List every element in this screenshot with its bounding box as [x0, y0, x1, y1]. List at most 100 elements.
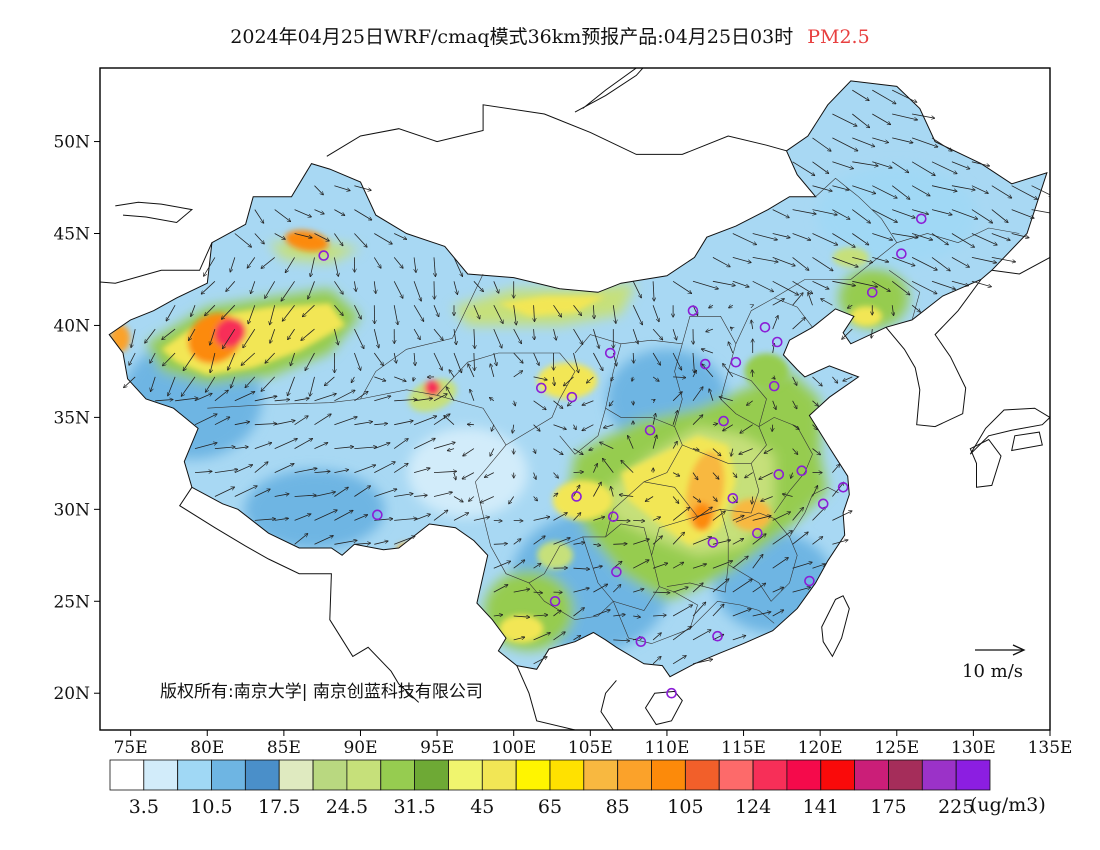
- station-marker: [837, 481, 849, 493]
- wind-arrow: [433, 442, 455, 449]
- wind-arrow: [692, 602, 706, 617]
- wind-arrow: [285, 257, 295, 272]
- wind-arrow: [832, 113, 857, 126]
- wind-arrow: [653, 281, 654, 301]
- wind-arrow: [772, 233, 790, 238]
- wind-arrow: [593, 305, 594, 319]
- wind-arrow: [892, 233, 918, 238]
- wind-arrow: [723, 424, 734, 431]
- wind-arrow: [470, 389, 475, 401]
- wind-arrow: [354, 352, 360, 370]
- wind-arrow: [514, 400, 516, 406]
- wind-arrow: [194, 393, 212, 402]
- legend-swatch: [685, 759, 720, 791]
- wind-arrow: [270, 305, 276, 325]
- wind-arrow: [812, 137, 832, 151]
- legend-swatch: [211, 759, 246, 791]
- wind-arrow: [294, 514, 311, 521]
- wind-arrow: [582, 400, 594, 405]
- wind-arrow: [812, 257, 834, 270]
- wind-arrow: [210, 328, 216, 345]
- wind-arrow: [308, 281, 315, 299]
- wind-arrow: [573, 513, 581, 521]
- wind-arrow: [493, 305, 503, 323]
- wind-arrow: [354, 543, 370, 544]
- legend-label: 141: [803, 796, 839, 818]
- concentration-zone: [424, 379, 441, 396]
- wind-arrow: [433, 352, 442, 370]
- wind-arrow: [414, 495, 427, 496]
- concentration-zone: [499, 614, 544, 643]
- station-marker: [796, 465, 808, 477]
- wind-arrow: [812, 161, 829, 174]
- wind-arrow: [254, 424, 277, 425]
- wind-arrow: [334, 304, 343, 315]
- wind-arrow: [124, 376, 136, 388]
- wind-arrow: [672, 411, 678, 425]
- wind-arrow: [493, 615, 503, 616]
- wind-arrow: [892, 113, 917, 120]
- wind-arrow: [314, 471, 331, 472]
- wind-arrow: [792, 161, 815, 176]
- wind-arrow: [334, 390, 355, 402]
- wind-arrow: [672, 656, 686, 665]
- legend-swatch: [888, 759, 923, 791]
- wind-arrow: [373, 329, 379, 348]
- concentration-zone: [832, 247, 869, 268]
- wind-arrow: [493, 281, 499, 293]
- wind-arrow: [693, 352, 694, 373]
- wind-arrow: [633, 589, 644, 593]
- wind-arrow: [210, 352, 216, 373]
- wind-arrow: [832, 137, 857, 151]
- wind-arrow: [832, 161, 853, 169]
- wind-arrow: [509, 496, 515, 504]
- wind-arrow: [792, 233, 811, 241]
- province-line: [728, 371, 767, 427]
- wind-arrow: [872, 113, 890, 125]
- wind-arrow: [632, 281, 641, 298]
- wind-arrow: [433, 328, 443, 340]
- copyright-text: 版权所有:南京大学| 南京创蓝科技有限公司: [160, 682, 483, 702]
- wind-arrow: [453, 281, 458, 294]
- wind-arrow: [513, 328, 522, 344]
- wind-arrow: [374, 443, 390, 449]
- mongolia-russia-border: [326, 104, 787, 157]
- wind-arrow: [314, 394, 337, 402]
- vietnam-coast: [600, 680, 617, 730]
- wind-arrow: [234, 447, 249, 449]
- wind-arrow: [892, 137, 913, 143]
- wind-arrow: [772, 587, 784, 593]
- wind-arrow: [533, 536, 546, 545]
- wind-arrow: [334, 257, 338, 276]
- wind-arrow: [553, 493, 558, 496]
- wind-arrow: [730, 327, 733, 329]
- wind-arrow: [692, 537, 712, 545]
- wind-arrow: [619, 495, 634, 497]
- wind-arrow: [512, 424, 513, 434]
- wind-arrow: [847, 305, 853, 308]
- wind-arrow: [759, 472, 773, 480]
- legend-label: 31.5: [393, 796, 435, 818]
- concentration-field: [109, 80, 1047, 677]
- wind-arrow: [413, 416, 437, 426]
- wind-arrow: [462, 472, 475, 479]
- wind-arrow: [645, 496, 654, 502]
- legend-swatch: [651, 759, 686, 791]
- wind-arrow: [469, 496, 475, 502]
- wind-arrow: [728, 342, 734, 354]
- wind-arrow: [468, 364, 475, 378]
- wind-arrow: [792, 507, 804, 521]
- wind-arrow: [951, 209, 978, 220]
- wind-arrow: [294, 209, 312, 217]
- concentration-zone: [268, 240, 361, 263]
- wind-arrow: [354, 281, 356, 291]
- wind-arrow: [444, 415, 455, 425]
- wind-arrow: [931, 185, 957, 192]
- wind-arrow: [792, 376, 797, 386]
- wind-arrow: [413, 514, 430, 521]
- wind-arrow: [214, 390, 228, 402]
- wind-arrow: [852, 137, 874, 147]
- longitude-axis: 75E 80E 85E 90E 95E 100E 105E 110E 115E 120E 125E 1…: [114, 730, 1072, 758]
- wind-arrow: [609, 400, 614, 406]
- station-marker: [571, 491, 582, 502]
